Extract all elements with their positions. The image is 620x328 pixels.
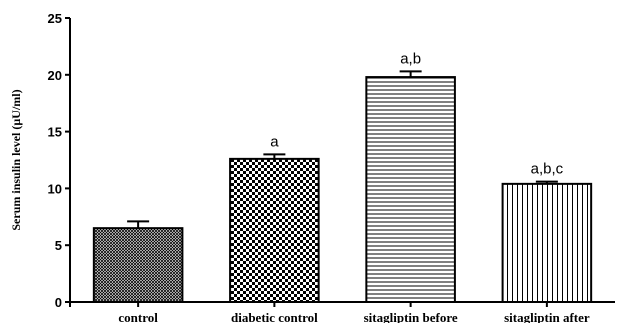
- y-tick-label: 20: [48, 68, 62, 83]
- bars-layer: a a,b a,b,c: [92, 50, 593, 303]
- y-axis-label: Serum insulin level (µU/ml): [9, 89, 23, 230]
- bar-annotation: a,b,c: [531, 161, 564, 178]
- axes-layer: 0 5 10 15 20 25 control diabetic control sitagli…: [48, 11, 615, 325]
- y-tick-label: 25: [48, 11, 62, 26]
- bar-3: [501, 182, 593, 303]
- y-tick-label: 15: [48, 125, 62, 140]
- y-tick-label: 0: [55, 295, 62, 310]
- bar-2: [365, 76, 456, 303]
- x-category-label: sitagliptin after: [504, 310, 590, 323]
- x-category-label: sitagliptin before: [364, 310, 458, 323]
- bar-1: [229, 157, 320, 303]
- x-category-label: diabetic control: [231, 310, 318, 323]
- y-tick-label: 10: [48, 181, 62, 196]
- y-tick-label: 5: [55, 238, 62, 253]
- bar-0: [92, 227, 184, 303]
- bar-annotation: a,b: [400, 50, 421, 67]
- bar-annotation: a: [270, 133, 279, 150]
- x-category-label: control: [118, 310, 158, 323]
